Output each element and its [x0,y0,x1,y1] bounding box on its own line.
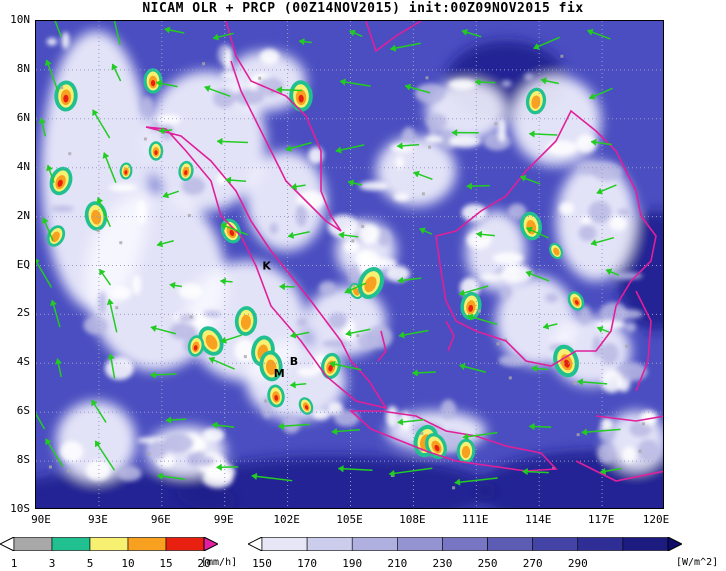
precip-colorbar [0,537,218,551]
lat-tick-label: 6N [16,110,30,124]
lat-tick-label: 2S [16,306,30,320]
map-title: NICAM OLR + PRCP (00Z14NOV2015) init:00Z… [142,1,584,16]
lon-tick-label: 114E [524,513,552,526]
colorbar-swatch [351,537,398,551]
colorbar-tick-label: 190 [342,557,363,570]
lat-tick-label: 4S [16,355,30,369]
olr-colorbar [248,537,682,551]
colorbar-tick-label: 15 [159,557,173,570]
lat-tick-label: 6S [16,404,30,418]
coastline-segment [635,290,652,392]
lon-tick-label: 111E [462,513,489,526]
lat-tick-label: 10N [10,13,30,26]
place-marker-m: M [274,367,285,380]
precip-unit: [mm/h] [201,557,238,568]
coastline-segment [595,415,663,422]
colorbar-swatch [165,537,205,551]
place-marker-b: B [290,355,298,368]
colorbar-swatch [622,537,669,551]
colorbar-tick-label: 1 [10,557,18,570]
colorbar-tick-label: 5 [86,557,94,570]
lon-tick-label: 108E [399,513,426,526]
colorbar-swatch [487,537,533,551]
colorbar-swatch [127,537,167,551]
colorbar-tick-label: 170 [297,557,318,570]
colorbar-tick-label: 270 [522,557,543,570]
colorbar-tick-label: 230 [432,557,453,570]
colorbar-swatch [442,537,488,551]
coastline-segment [575,460,663,482]
lon-tick-label: 105E [336,513,363,526]
olr-unit: [W/m^2] [676,557,719,568]
colorbar-swatch [89,537,129,551]
lat-tick-label: 8N [16,61,30,75]
place-markers: K MB [262,260,298,381]
coastline-segment [365,21,422,53]
lon-tick-label: 120E [642,513,670,526]
colorbar-tick-label: 210 [387,557,408,570]
coastlines [145,21,663,482]
coastline-segment [145,126,388,410]
lat-tick-label: EQ [16,257,30,271]
lon-tick-label: 90E [31,513,51,526]
colorbar-tick-label: 3 [48,557,56,570]
lon-tick-label: 117E [587,513,615,526]
lat-lon-grid [36,21,663,508]
lat-tick-label: 2N [16,208,30,222]
colorbar-swatch [13,537,53,551]
colorbar-tick-label: 10 [121,557,135,570]
colorbar-tick-label: 290 [567,557,588,570]
colorbar-swatch [397,537,443,551]
coastline-segment [445,320,455,352]
colorbar-tick-label: 150 [252,557,272,570]
map-canvas: K MB [36,21,663,508]
colorbar-swatch [261,537,308,551]
lon-tick-label: 99E [213,513,234,526]
coastline-segment [435,109,657,367]
colorbar-swatch [306,537,353,551]
lat-tick-label: 10S [10,502,30,515]
colorbar-tick-label: 250 [477,557,498,570]
coastline-segment [225,21,342,232]
lat-tick-label: 8S [16,453,30,467]
place-marker-k: K [262,260,271,273]
wind-vectors [36,21,622,486]
colorbar-swatch [577,537,624,551]
lon-tick-label: 93E [87,513,108,526]
colorbar-swatch [532,537,579,551]
lat-tick-label: 4N [16,159,30,173]
coastline-segment [348,410,558,472]
coastline-segment [377,330,387,362]
colorbar-tick-label: 20 [197,557,211,570]
colorbar-swatch [51,537,91,551]
lon-tick-label: 96E [150,513,171,526]
lon-tick-label: 102E [273,513,300,526]
